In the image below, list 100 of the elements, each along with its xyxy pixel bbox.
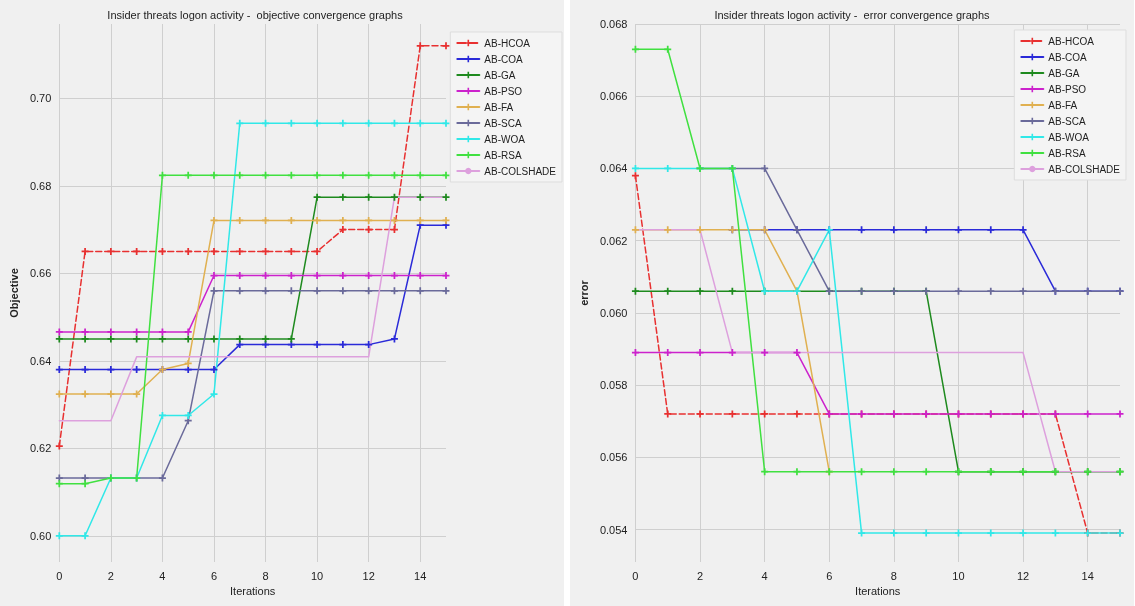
point <box>287 272 295 279</box>
point <box>81 480 89 488</box>
point <box>442 119 450 127</box>
point <box>158 335 166 343</box>
x-tick-label: 2 <box>107 569 114 582</box>
point <box>1051 529 1059 537</box>
y-tick-label: 0.056 <box>599 451 628 464</box>
point <box>55 532 63 540</box>
y-tick-label: 0.66 <box>29 267 52 280</box>
point <box>631 45 639 53</box>
point <box>631 287 639 295</box>
point <box>696 226 704 234</box>
point <box>793 468 801 476</box>
point <box>133 335 141 343</box>
point <box>365 119 373 127</box>
point <box>55 335 63 343</box>
point <box>236 247 244 255</box>
point <box>416 171 424 179</box>
point <box>287 335 295 343</box>
point <box>761 164 769 172</box>
point <box>890 226 898 234</box>
point <box>1019 287 1027 295</box>
point <box>287 247 295 255</box>
legend-label: AB-SCA <box>1048 115 1086 127</box>
point <box>858 226 866 234</box>
point <box>55 390 63 398</box>
point <box>313 287 321 295</box>
point <box>365 341 373 349</box>
point <box>664 164 672 172</box>
point <box>858 529 866 537</box>
point <box>313 341 321 349</box>
chart-title: Insider threats logon activity - objective convergence graphs <box>107 8 404 21</box>
legend-label: AB-GA <box>1048 67 1080 79</box>
x-tick-label: 10 <box>952 569 965 582</box>
y-tick-label: 0.054 <box>599 523 628 536</box>
point <box>236 171 244 179</box>
point <box>339 119 347 127</box>
point <box>442 216 450 224</box>
point <box>442 272 450 279</box>
x-tick-label: 12 <box>1016 569 1030 582</box>
point <box>184 171 192 179</box>
y-tick-label: 0.058 <box>599 379 628 392</box>
point <box>761 349 769 357</box>
point <box>313 272 321 279</box>
point <box>313 247 321 255</box>
point <box>339 171 347 179</box>
point <box>954 529 962 537</box>
point <box>81 532 89 540</box>
point <box>954 287 962 295</box>
y-tick-label: 0.60 <box>29 529 52 542</box>
point <box>365 171 373 179</box>
point <box>133 366 141 374</box>
y-axis-title: Objective <box>7 268 20 318</box>
y-tick-label: 0.064 <box>599 162 628 175</box>
point <box>339 287 347 295</box>
point <box>416 272 424 279</box>
legend-label: AB-FA <box>1048 99 1078 111</box>
point <box>390 193 398 201</box>
point <box>184 359 192 367</box>
point <box>287 287 295 295</box>
point <box>287 119 295 127</box>
point <box>236 119 244 127</box>
legend-label: AB-GA <box>484 69 516 81</box>
point <box>262 119 270 127</box>
point <box>210 171 218 179</box>
y-tick-label: 0.68 <box>29 179 52 192</box>
x-tick-label: 6 <box>210 569 218 582</box>
point <box>664 410 672 418</box>
point <box>313 119 321 127</box>
legend-label: AB-RSA <box>1048 147 1086 159</box>
point <box>81 328 89 336</box>
legend-label: AB-PSO <box>1048 83 1087 95</box>
y-tick-label: 0.62 <box>29 442 52 455</box>
point <box>922 529 930 537</box>
point <box>416 119 424 127</box>
point <box>416 193 424 201</box>
x-tick-label: 10 <box>310 569 324 582</box>
point <box>107 335 115 343</box>
legend-label: AB-COLSHADE <box>484 165 557 177</box>
point <box>954 226 962 234</box>
legend-label: AB-COA <box>484 53 523 65</box>
point <box>696 410 704 418</box>
x-tick-label: 14 <box>1081 569 1094 582</box>
point <box>158 171 166 179</box>
point <box>287 171 295 179</box>
point <box>890 529 898 537</box>
point <box>728 349 736 357</box>
point <box>210 216 218 224</box>
point <box>365 287 373 295</box>
point <box>339 341 347 349</box>
point <box>55 480 63 488</box>
x-axis-title: Iterations <box>855 585 901 598</box>
point <box>184 328 192 336</box>
point <box>858 468 866 476</box>
legend-label: AB-WOA <box>1048 131 1090 143</box>
point <box>442 287 450 295</box>
point <box>210 390 218 398</box>
point <box>236 272 244 279</box>
point <box>390 287 398 295</box>
x-tick-label: 14 <box>414 569 427 582</box>
